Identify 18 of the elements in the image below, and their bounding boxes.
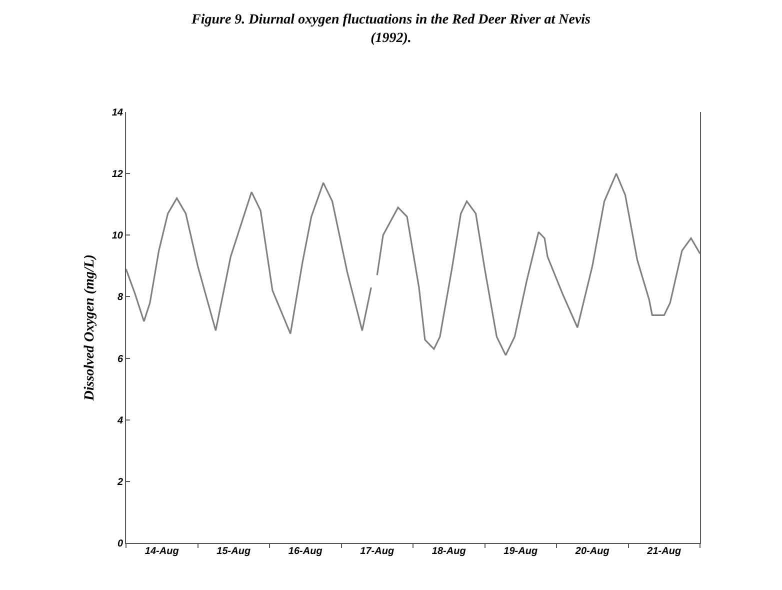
y-axis-title: Dissolved Oxygen (mg/L)	[82, 254, 98, 402]
y-tick-label: 14	[112, 108, 124, 118]
x-tick-label: 15-Aug	[216, 546, 251, 557]
x-tick-label: 20-Aug	[574, 546, 610, 557]
y-tick-label: 0	[117, 538, 124, 550]
x-tick-label: 21-Aug	[646, 546, 682, 557]
y-tick-label: 10	[112, 230, 124, 242]
y-tick-label: 8	[117, 292, 124, 304]
x-tick-label: 19-Aug	[504, 546, 538, 557]
y-tick-label: 6	[117, 354, 124, 365]
y-tick-label: 4	[116, 415, 124, 426]
y-tick-label: 12	[112, 169, 124, 180]
x-tick-label: 18-Aug	[432, 546, 466, 557]
chart-title: Figure 9. Diurnal oxygen fluctuations in the Red Deer River at Nevis (1992).	[190, 12, 592, 46]
y-tick-label: 2	[116, 476, 124, 488]
x-tick-label: 16-Aug	[288, 546, 322, 557]
x-tick-label: 17-Aug	[360, 546, 394, 557]
x-tick-label: 14-Aug	[144, 546, 179, 557]
